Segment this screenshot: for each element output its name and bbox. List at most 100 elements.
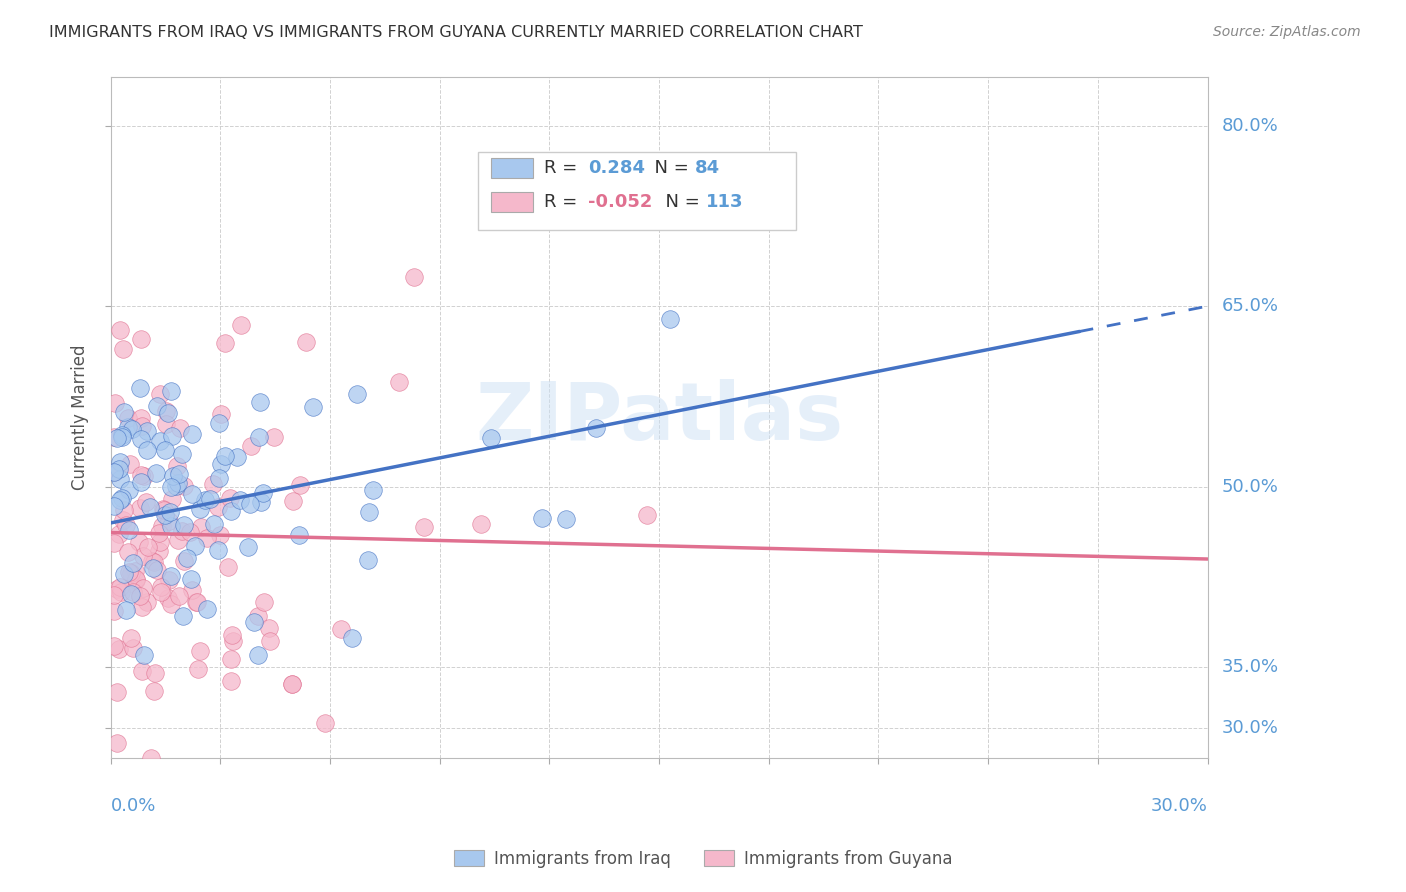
Point: [283, 494, 305, 508]
Point: [169, 421, 191, 435]
Point: [149, 434, 172, 448]
Point: [111, 428, 134, 442]
Point: [229, 493, 252, 508]
Point: [103, 536, 125, 550]
Point: [187, 662, 209, 676]
Point: [152, 502, 174, 516]
Y-axis label: Currently Married: Currently Married: [72, 345, 89, 491]
Point: [155, 403, 177, 417]
Point: [124, 564, 146, 578]
Text: 65.0%: 65.0%: [1222, 297, 1278, 315]
Point: [136, 541, 159, 555]
Point: [207, 543, 229, 558]
Text: Source: ZipAtlas.com: Source: ZipAtlas.com: [1213, 25, 1361, 39]
Point: [141, 750, 163, 764]
Point: [148, 526, 170, 541]
Point: [263, 430, 285, 444]
Point: [125, 572, 148, 586]
Point: [157, 574, 180, 588]
Point: [112, 566, 135, 581]
Point: [166, 459, 188, 474]
Point: [188, 502, 211, 516]
FancyBboxPatch shape: [491, 192, 533, 212]
FancyBboxPatch shape: [478, 153, 796, 230]
Point: [281, 677, 304, 691]
Point: [135, 494, 157, 508]
Point: [107, 431, 129, 445]
Point: [135, 425, 157, 439]
Point: [118, 523, 141, 537]
Point: [221, 504, 243, 518]
Point: [155, 417, 177, 432]
Point: [107, 462, 129, 476]
Point: [184, 539, 207, 553]
Point: [118, 566, 141, 580]
Point: [202, 516, 225, 531]
Point: [149, 534, 172, 549]
Point: [208, 528, 231, 542]
Point: [346, 386, 368, 401]
Point: [103, 604, 125, 618]
Point: [122, 577, 145, 591]
Point: [111, 429, 134, 443]
Point: [131, 581, 153, 595]
Point: [160, 480, 183, 494]
Point: [176, 551, 198, 566]
Point: [167, 589, 190, 603]
Point: [105, 582, 128, 596]
Point: [117, 544, 139, 558]
Point: [145, 563, 167, 577]
Text: 30.0%: 30.0%: [1150, 797, 1208, 814]
Point: [239, 439, 262, 453]
Point: [107, 527, 129, 541]
Point: [159, 505, 181, 519]
Point: [180, 572, 202, 586]
Point: [131, 599, 153, 614]
Point: [195, 531, 218, 545]
Point: [658, 312, 681, 326]
Point: [135, 443, 157, 458]
Point: [470, 516, 492, 531]
Text: 113: 113: [706, 193, 744, 211]
Point: [129, 332, 152, 346]
Point: [114, 517, 136, 532]
Point: [246, 609, 269, 624]
Text: 30.0%: 30.0%: [1222, 719, 1278, 737]
Point: [117, 420, 139, 434]
Point: [198, 491, 221, 506]
Point: [249, 394, 271, 409]
Point: [128, 501, 150, 516]
Point: [108, 492, 131, 507]
Point: [288, 527, 311, 541]
Point: [160, 429, 183, 443]
Legend: Immigrants from Iraq, Immigrants from Guyana: Immigrants from Iraq, Immigrants from Gu…: [447, 844, 959, 875]
Point: [120, 587, 142, 601]
Point: [149, 580, 172, 594]
Point: [108, 641, 131, 656]
Point: [103, 466, 125, 480]
Point: [252, 595, 274, 609]
FancyBboxPatch shape: [491, 158, 533, 178]
Text: R =: R =: [544, 159, 583, 177]
Point: [145, 399, 167, 413]
Point: [142, 555, 165, 569]
Point: [209, 457, 232, 471]
Point: [159, 384, 181, 398]
Point: [194, 493, 217, 508]
Point: [201, 477, 224, 491]
Point: [131, 664, 153, 678]
Point: [131, 418, 153, 433]
Point: [153, 443, 176, 458]
Point: [181, 583, 204, 598]
Point: [246, 648, 269, 663]
Text: N =: N =: [643, 159, 695, 177]
Point: [160, 569, 183, 583]
Point: [280, 677, 302, 691]
Point: [402, 270, 425, 285]
Point: [121, 422, 143, 436]
Point: [132, 468, 155, 483]
Point: [149, 386, 172, 401]
Point: [184, 594, 207, 608]
Point: [236, 540, 259, 554]
Point: [288, 478, 311, 492]
